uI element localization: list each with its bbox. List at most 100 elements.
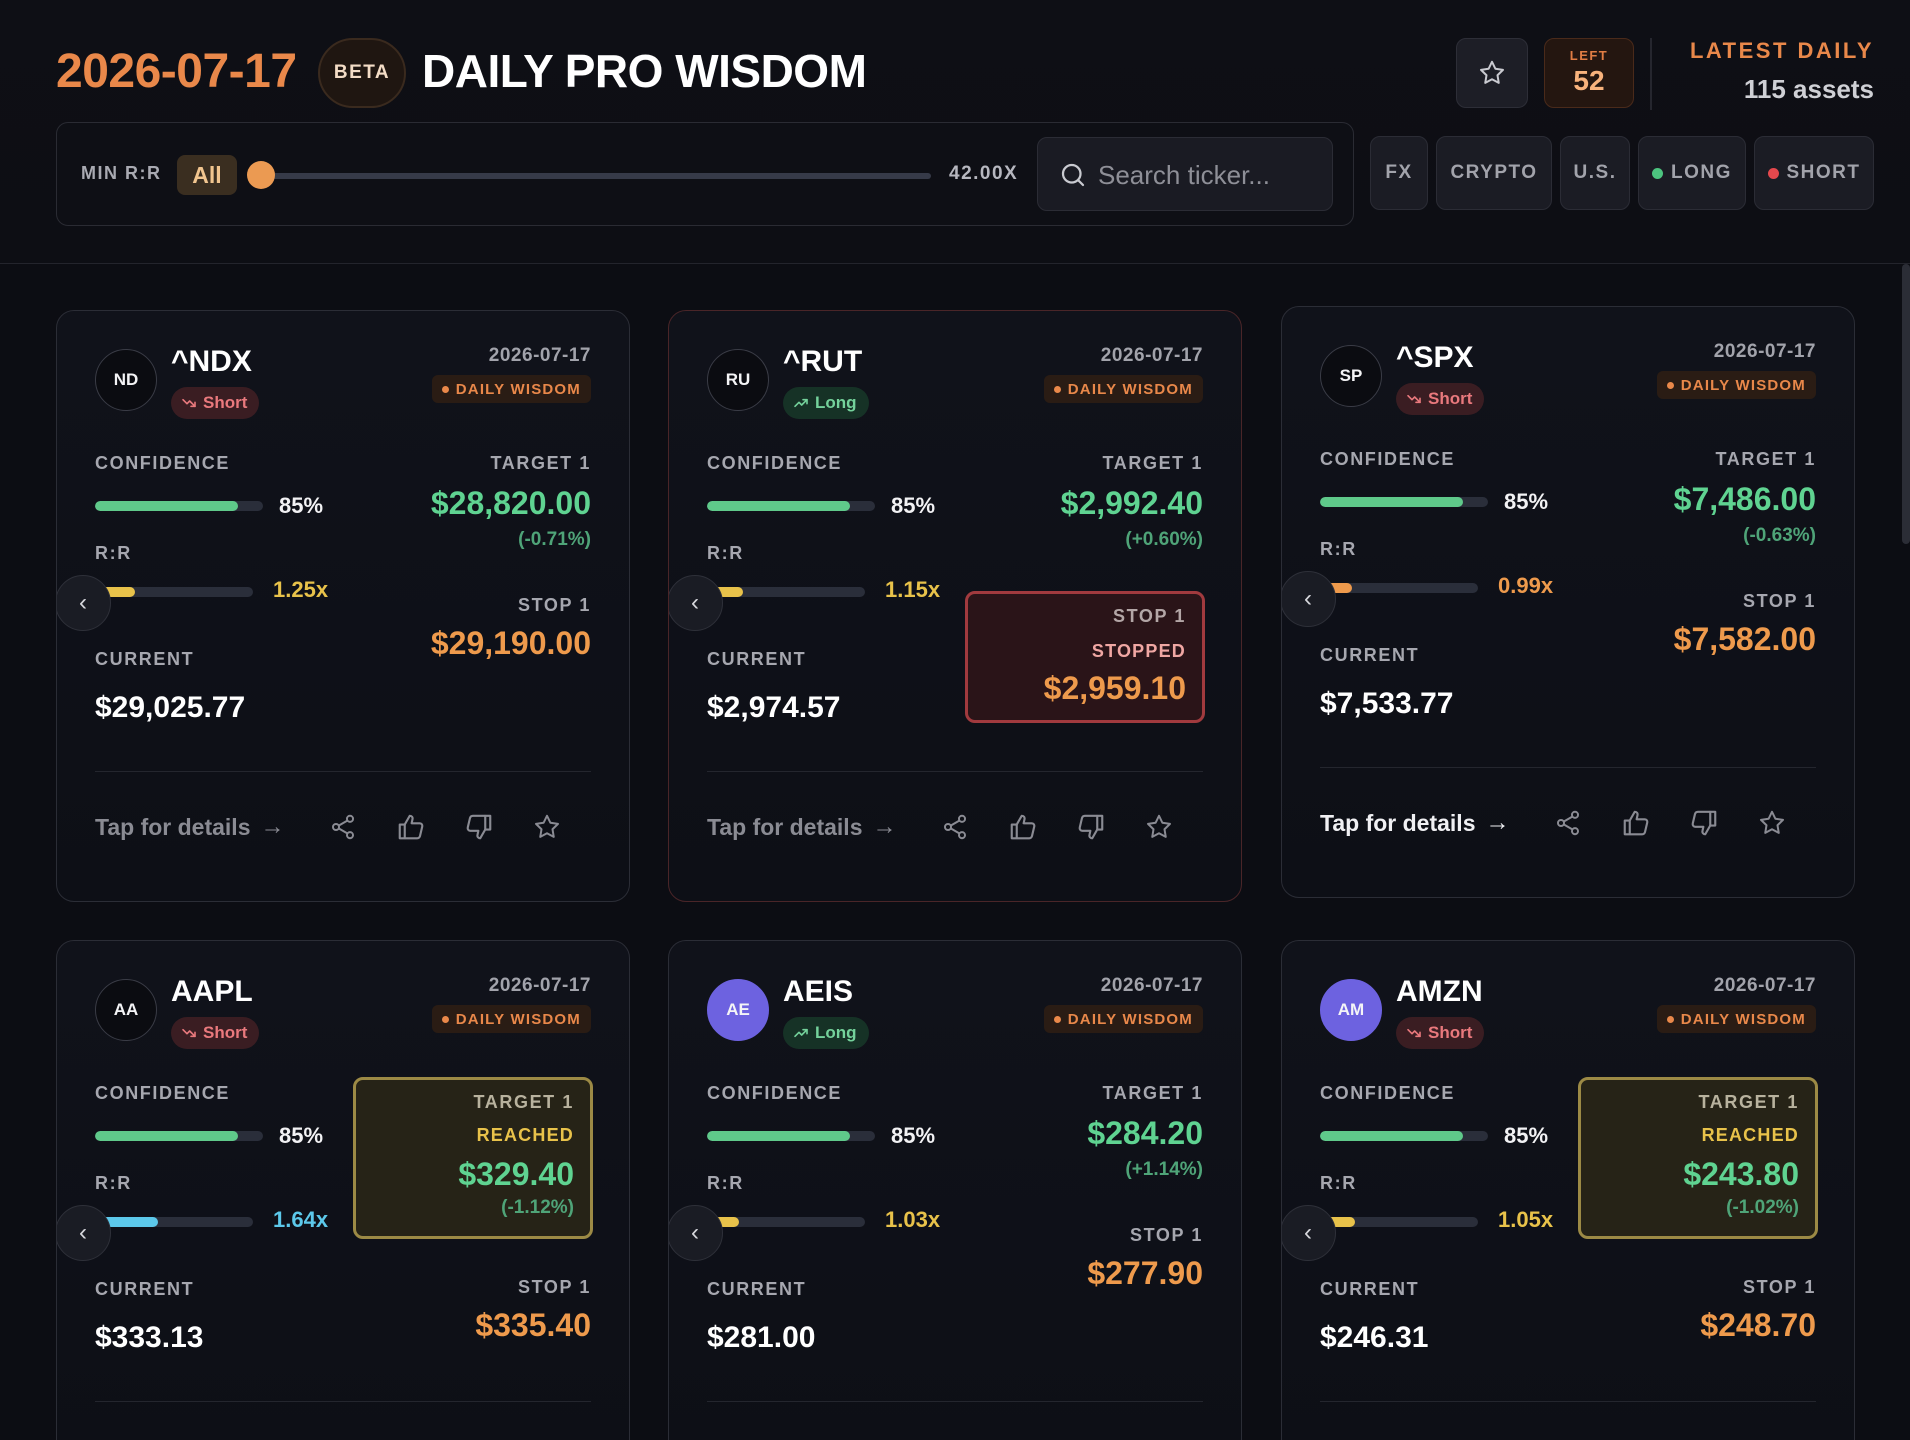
signal-card[interactable]: RU ^RUT Long 2026-07-17 DAILY WISDOM CON… [668,310,1242,902]
direction-label: Short [203,393,248,412]
daily-wisdom-label: DAILY WISDOM [455,1010,581,1028]
thumbs-up-icon[interactable] [395,811,427,843]
confidence-label: CONFIDENCE [1320,1083,1456,1103]
latest-daily: LATEST DAILY 115 assets [1690,38,1874,105]
direction-label: Short [203,1023,248,1042]
confidence-bar [707,1131,875,1141]
divider [1650,38,1652,110]
share-icon[interactable] [327,811,359,843]
previous-button[interactable]: ‹ [1282,1205,1336,1261]
ticker-avatar: SP [1320,345,1382,407]
arrow-right-icon: → [872,813,897,840]
tap-for-details-link[interactable]: Tap for details → [1320,809,1510,837]
tap-for-details-link[interactable]: Tap for details → [707,813,897,841]
thumbs-down-icon[interactable] [463,811,495,843]
rr-bar-fill [1320,583,1352,593]
share-icon[interactable] [939,811,971,843]
rr-bar [1320,583,1478,593]
confidence-value: 85% [1504,489,1549,514]
signal-card[interactable]: SP ^SPX Short 2026-07-17 DAILY WISDOM CO… [1281,306,1855,898]
rr-value: 1.64x [273,1207,329,1232]
max-rr-value: 42.00X [949,163,1019,184]
target-price: $2,992.40 [1060,485,1203,521]
previous-button[interactable]: ‹ [57,575,111,631]
target-label: TARGET 1 [473,1092,574,1112]
scrollbar[interactable] [1902,264,1910,544]
trend-up-icon [793,1025,809,1041]
confidence-value: 85% [279,493,324,518]
target-reached-box: TARGET 1 REACHED $243.80 (-1.02%) [1578,1077,1818,1239]
long-dot [1652,167,1664,179]
filter-chip-crypto[interactable]: CRYPTO [1436,136,1552,210]
tap-for-details-link[interactable]: Tap for details → [95,813,285,841]
signal-card[interactable]: AM AMZN Short 2026-07-17 DAILY WISDOM CO… [1281,940,1855,1440]
trend-down-icon [1406,1025,1422,1041]
target-label: TARGET 1 [490,453,591,473]
rr-bar [95,587,253,597]
daily-wisdom-label: DAILY WISDOM [1067,1010,1193,1028]
daily-wisdom-badge: DAILY WISDOM [1656,1005,1816,1033]
thumbs-up-icon[interactable] [1007,811,1039,843]
share-icon[interactable] [1552,807,1584,839]
filter-chip-us[interactable]: U.S. [1560,136,1630,210]
star-icon[interactable] [531,811,563,843]
confidence-value: 85% [1504,1123,1549,1148]
target-change: (-0.63%) [1743,525,1816,546]
thumbs-down-icon[interactable] [1075,811,1107,843]
previous-button[interactable]: ‹ [669,1205,723,1261]
remaining-label: LEFT [1569,48,1609,63]
confidence-bar-fill [1320,1131,1463,1141]
search-input[interactable] [1098,156,1318,194]
confidence-bar [1320,1131,1488,1141]
card-actions [327,811,563,843]
stop-price: $248.70 [1700,1307,1816,1343]
target-price: $28,820.00 [430,485,591,521]
filter-chip-long[interactable]: LONG [1638,136,1746,210]
badge-dot [1666,381,1674,389]
min-rr-slider-track[interactable] [271,173,931,179]
confidence-value: 85% [891,493,936,518]
previous-button[interactable]: ‹ [1282,571,1336,627]
daily-wisdom-badge: DAILY WISDOM [1043,1005,1203,1033]
stop-price: $2,959.10 [1043,670,1186,706]
star-icon[interactable] [1756,807,1788,839]
daily-wisdom-label: DAILY WISDOM [1680,1010,1806,1028]
confidence-label: CONFIDENCE [707,453,843,473]
ticker-avatar: ND [95,349,157,411]
thumbs-up-icon[interactable] [1620,807,1652,839]
confidence-label: CONFIDENCE [707,1083,843,1103]
min-rr-all-button[interactable]: All [177,155,237,195]
stop-price: $7,582.00 [1673,621,1816,657]
rr-value: 0.99x [1498,573,1554,598]
filter-chip-fx[interactable]: FX [1370,136,1428,210]
ticker-symbol: ^NDX [171,345,252,378]
previous-button[interactable]: ‹ [669,575,723,631]
signal-card[interactable]: AE AEIS Long 2026-07-17 DAILY WISDOM CON… [668,940,1242,1440]
min-rr-slider-handle[interactable] [247,161,275,189]
star-icon[interactable] [1143,811,1175,843]
stop-price: $29,190.00 [430,625,591,661]
stop-label: STOP 1 [1130,1225,1203,1245]
ticker-avatar: AM [1320,979,1382,1041]
search-box[interactable] [1037,137,1333,211]
confidence-label: CONFIDENCE [95,1083,231,1103]
current-price: $29,025.77 [95,691,246,724]
trend-up-icon [793,395,809,411]
favorites-button[interactable] [1456,38,1528,108]
arrow-right-icon: → [260,813,285,840]
current-price: $281.00 [707,1321,816,1354]
tap-for-details-label: Tap for details [707,813,863,840]
rr-bar-fill [707,1217,739,1227]
direction-label: Long [815,1023,857,1042]
filter-chip-short[interactable]: SHORT [1754,136,1874,210]
target-label: TARGET 1 [1698,1092,1799,1112]
badge-dot [1053,1015,1061,1023]
signal-card[interactable]: ND ^NDX Short 2026-07-17 DAILY WISDOM CO… [56,310,630,902]
thumbs-down-icon[interactable] [1688,807,1720,839]
direction-badge: Short [1396,1017,1485,1049]
chevron-left-icon: ‹ [79,1219,87,1246]
confidence-bar-fill [707,501,850,511]
confidence-bar-fill [1320,497,1463,507]
signal-card[interactable]: AA AAPL Short 2026-07-17 DAILY WISDOM CO… [56,940,630,1440]
previous-button[interactable]: ‹ [57,1205,111,1261]
